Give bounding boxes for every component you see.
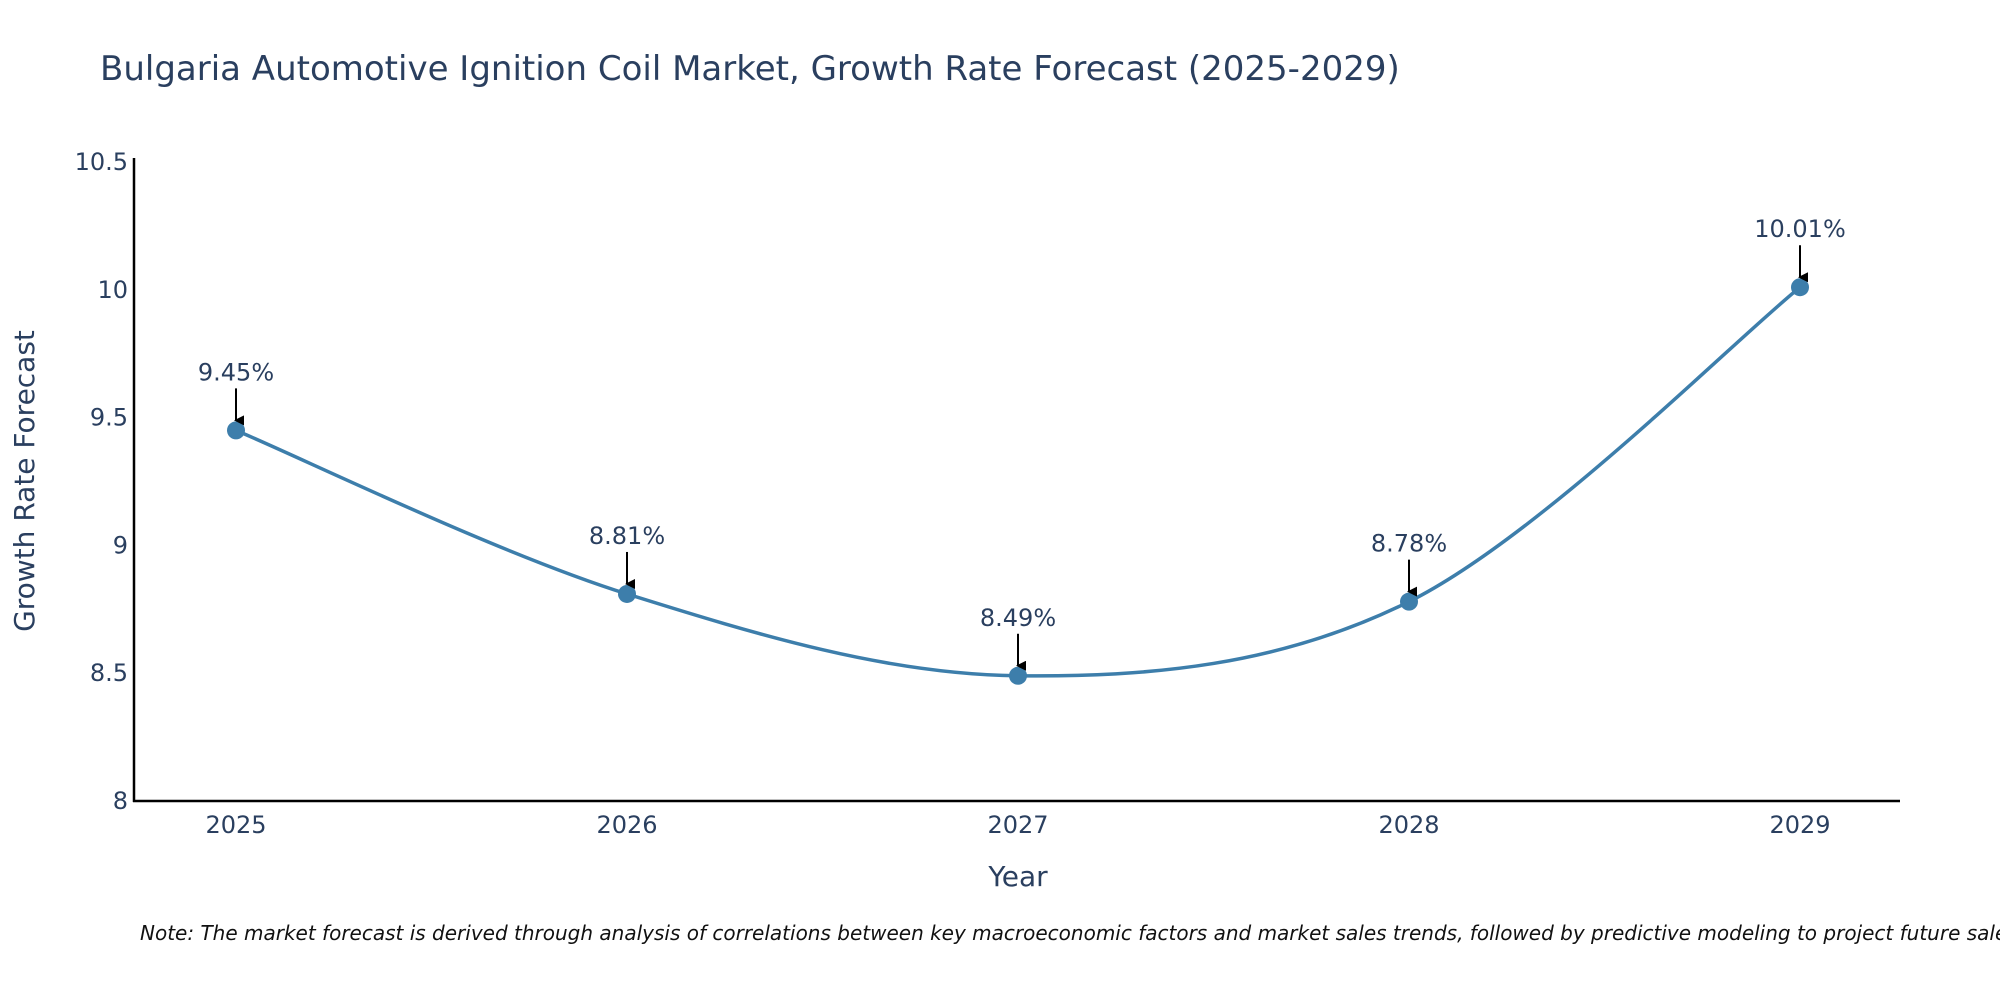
y-tick-label: 10 — [97, 276, 128, 304]
y-tick-label: 9 — [113, 531, 128, 559]
data-point-2028 — [1400, 592, 1418, 611]
y-axis-title: Growth Rate Forecast — [8, 330, 41, 632]
data-label-2029: 10.01% — [1754, 215, 1846, 243]
data-point-2029 — [1791, 278, 1809, 297]
data-markers — [227, 278, 1809, 685]
x-tick-label: 2027 — [987, 811, 1048, 839]
x-tick-label: 2026 — [596, 811, 657, 839]
data-label-2028: 8.78% — [1371, 530, 1447, 558]
data-point-2027 — [1009, 666, 1027, 685]
y-axis-ticks: 8 8.5 9 9.5 10 10.5 — [75, 148, 128, 815]
x-axis-ticks: 2025 2026 2027 2028 2029 — [205, 811, 1830, 839]
chart-title: Bulgaria Automotive Ignition Coil Market… — [100, 49, 1400, 89]
data-annotations: 9.45% 8.81% 8.49% 8.78% 10.01% — [198, 215, 1846, 671]
y-tick-label: 8 — [113, 787, 128, 815]
y-tick-label: 10.5 — [75, 148, 128, 176]
data-point-2025 — [227, 421, 245, 440]
y-tick-label: 9.5 — [90, 404, 128, 432]
x-tick-label: 2029 — [1769, 811, 1830, 839]
data-label-2027: 8.49% — [980, 604, 1056, 632]
x-tick-label: 2028 — [1378, 811, 1439, 839]
x-axis-title: Year — [987, 860, 1048, 893]
x-tick-label: 2025 — [205, 811, 266, 839]
data-point-2026 — [618, 584, 636, 603]
y-tick-label: 8.5 — [90, 659, 128, 687]
footnote: Note: The market forecast is derived thr… — [140, 921, 2000, 945]
data-label-2025: 9.45% — [198, 358, 274, 386]
data-label-2026: 8.81% — [589, 522, 665, 550]
